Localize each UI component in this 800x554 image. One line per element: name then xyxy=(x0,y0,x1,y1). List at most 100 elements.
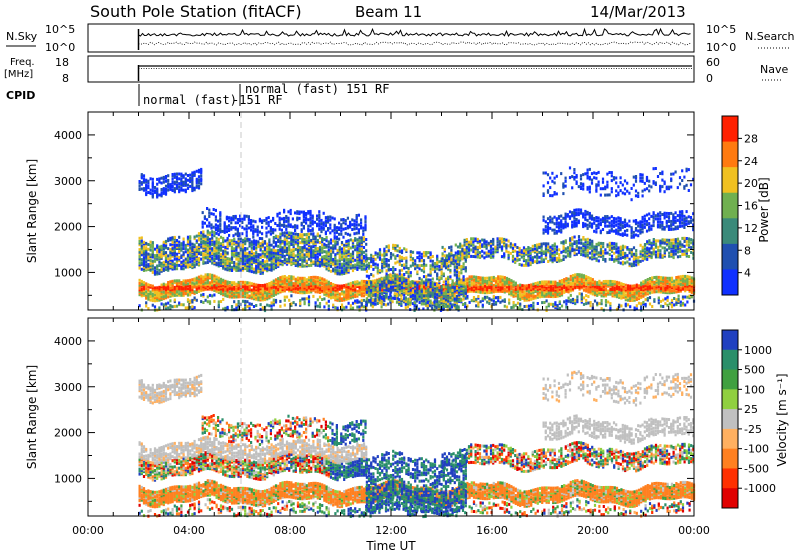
nave-bottom-tick: 0 xyxy=(706,72,713,85)
data-cell xyxy=(545,282,548,285)
data-cell xyxy=(156,291,159,295)
data-cell xyxy=(510,279,513,283)
data-cell xyxy=(145,178,148,182)
data-cell xyxy=(195,291,198,294)
data-cell xyxy=(215,277,218,281)
data-cell xyxy=(442,288,445,292)
data-cell xyxy=(334,290,337,294)
data-cell xyxy=(164,251,168,255)
data-cell xyxy=(422,259,426,263)
data-cell xyxy=(655,277,658,281)
data-cell xyxy=(211,286,214,290)
data-cell xyxy=(420,296,423,300)
data-cell xyxy=(591,284,594,288)
data-cell xyxy=(259,288,262,292)
data-cell xyxy=(138,288,141,292)
data-cell xyxy=(219,247,223,250)
data-cell xyxy=(158,290,161,294)
data-cell xyxy=(646,284,649,288)
data-cell xyxy=(362,291,366,295)
data-cell xyxy=(600,286,603,290)
data-cell xyxy=(466,282,469,286)
data-cell xyxy=(613,293,616,297)
data-cell xyxy=(455,262,459,266)
data-cell xyxy=(640,289,643,293)
data-cell xyxy=(684,278,687,282)
data-cell xyxy=(545,290,548,293)
data-cell xyxy=(323,283,326,287)
data-cell xyxy=(235,240,238,244)
data-cell xyxy=(545,291,548,295)
data-cell xyxy=(329,285,333,289)
data-cell xyxy=(525,284,528,288)
data-cell xyxy=(325,290,328,294)
data-cell xyxy=(261,293,264,297)
data-cell xyxy=(596,281,599,285)
data-cell xyxy=(158,245,161,249)
data-cell xyxy=(530,285,533,288)
data-cell xyxy=(389,274,393,278)
data-cell xyxy=(436,296,439,300)
data-cell xyxy=(477,285,480,289)
data-cell xyxy=(360,294,363,298)
data-cell xyxy=(290,258,293,262)
data-cell xyxy=(530,283,533,287)
data-cell xyxy=(389,255,393,259)
data-cell xyxy=(354,290,357,294)
data-cell xyxy=(173,180,176,184)
data-cell xyxy=(362,287,366,291)
data-cell xyxy=(171,177,174,181)
data-cell xyxy=(501,278,504,282)
data-cell xyxy=(411,257,415,261)
data-cell xyxy=(690,286,693,289)
data-cell xyxy=(222,249,225,253)
data-cell xyxy=(560,290,564,294)
data-cell xyxy=(534,294,537,298)
data-cell xyxy=(248,241,251,245)
data-cell xyxy=(677,280,680,284)
data-cell xyxy=(252,294,256,297)
data-cell xyxy=(490,289,493,293)
data-cell xyxy=(200,284,203,288)
data-cell xyxy=(142,260,146,264)
data-cell xyxy=(303,278,306,282)
data-cell xyxy=(370,289,373,293)
data-cell xyxy=(299,288,302,291)
data-cell xyxy=(270,282,273,286)
data-cell xyxy=(156,267,159,271)
data-cell xyxy=(547,280,550,284)
data-cell xyxy=(162,267,165,271)
data-cell xyxy=(248,238,251,242)
data-cell xyxy=(288,278,291,282)
data-cell xyxy=(299,286,302,290)
data-cell xyxy=(268,288,271,292)
data-cell xyxy=(622,289,625,293)
nsky-trace xyxy=(137,27,691,50)
data-cell xyxy=(338,232,341,236)
data-cell xyxy=(292,277,295,281)
data-cell xyxy=(318,287,322,291)
data-cell xyxy=(281,263,284,267)
data-cell xyxy=(252,245,256,249)
data-cell xyxy=(160,261,163,265)
data-cell xyxy=(422,270,426,274)
data-cell xyxy=(329,218,332,222)
data-cell xyxy=(578,281,581,285)
data-cell xyxy=(338,237,341,241)
data-cell xyxy=(160,181,163,185)
data-cell xyxy=(239,217,242,221)
data-cell xyxy=(521,288,524,292)
data-cell xyxy=(228,227,231,231)
data-cell xyxy=(536,284,539,288)
data-cell xyxy=(195,289,198,293)
data-cell xyxy=(497,288,500,292)
data-cell xyxy=(593,285,597,289)
data-cell xyxy=(587,280,590,284)
data-cell xyxy=(184,290,187,294)
data-cell xyxy=(494,288,498,292)
data-cell xyxy=(314,275,317,279)
data-cell xyxy=(409,250,412,254)
data-cell xyxy=(244,285,247,289)
data-cell xyxy=(299,246,302,249)
data-cell xyxy=(171,264,174,268)
